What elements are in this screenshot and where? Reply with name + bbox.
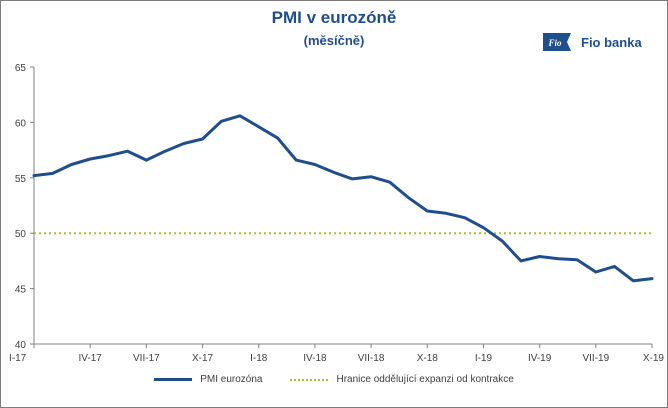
- legend-item-pmi: PMI eurozóna: [154, 374, 262, 385]
- legend-item-threshold: Hranice oddělující expanzi od kontrakce: [290, 374, 514, 385]
- x-tick-label: IV-18: [303, 353, 327, 364]
- y-tick-label: 55: [15, 174, 27, 185]
- chart-title: PMI v eurozóně: [271, 8, 397, 27]
- legend-swatch-threshold: [290, 378, 329, 381]
- series-line-pmi-eurozona: [32, 114, 654, 283]
- y-tick-label: 65: [15, 63, 27, 74]
- x-tick-label: X-18: [417, 353, 439, 364]
- fio-logo-mark: Fio: [547, 38, 562, 48]
- legend-swatch-pmi: [154, 378, 193, 381]
- x-tick-label: IV-17: [79, 353, 103, 364]
- y-tick-label: 40: [15, 340, 27, 351]
- legend-label-pmi: PMI eurozóna: [200, 374, 263, 385]
- legend: PMI eurozóna Hranice oddělující expanzi …: [0, 374, 668, 385]
- x-tick-label: VII-19: [582, 353, 609, 364]
- y-tick-label: 50: [15, 229, 27, 240]
- x-tick-label: IV-19: [528, 353, 552, 364]
- x-tick-label: I-19: [475, 353, 493, 364]
- fio-banka-logo: Fio Fio banka: [541, 29, 642, 55]
- x-tick-label: X-17: [192, 353, 214, 364]
- chart-subtitle: (měsíčně): [303, 33, 365, 48]
- y-axis: 40 45 50 55 60 65: [15, 63, 34, 351]
- x-tick-label: I-18: [250, 353, 268, 364]
- legend-label-threshold: Hranice oddělující expanzi od kontrakce: [336, 374, 514, 385]
- fio-logo-text: Fio banka: [581, 34, 642, 50]
- x-tick-label: VII-17: [133, 353, 160, 364]
- y-tick-label: 60: [15, 118, 27, 129]
- x-axis: I-17 IV-17 VII-17 X-17 I-18 IV-18 VII-18 X-18 I-…: [9, 344, 664, 364]
- x-tick-label: VII-18: [358, 353, 385, 364]
- y-tick-label: 45: [15, 285, 27, 296]
- fio-flag-icon: Fio: [543, 33, 571, 51]
- x-tick-label: X-19: [643, 353, 665, 364]
- x-tick-label: I-17: [9, 353, 27, 364]
